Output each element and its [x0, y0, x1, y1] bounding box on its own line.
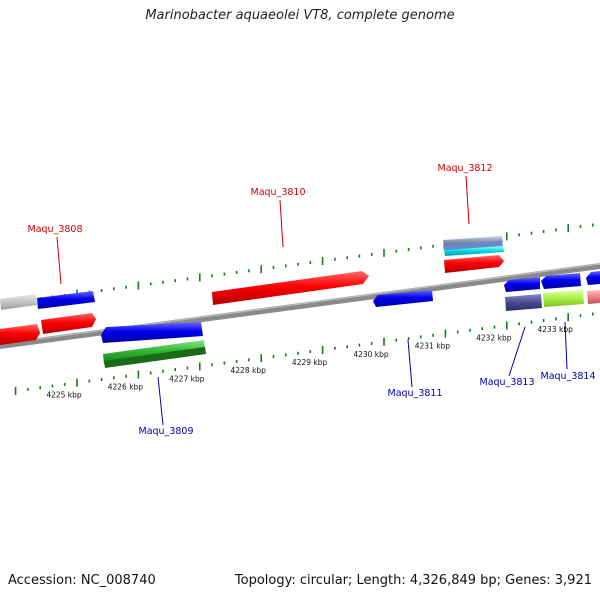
gene-arrow-maqu-3814-b[interactable] [543, 290, 584, 307]
gene-label-maqu-3812[interactable]: Maqu_3812 [438, 163, 493, 174]
gene-label-maqu-3808[interactable]: Maqu_3808 [28, 224, 83, 235]
gene-label-maqu-3814[interactable]: Maqu_3814 [541, 371, 596, 382]
gene-arrow-maqu-3809-a[interactable] [101, 322, 203, 343]
scale-label: 4225 kbp [46, 391, 82, 400]
scale-label: 4226 kbp [108, 383, 144, 392]
accession-text: Accession: NC_008740 [8, 573, 156, 588]
gene-label-maqu-3809[interactable]: Maqu_3809 [139, 426, 194, 437]
gene-arrow[interactable] [586, 271, 600, 285]
leader-line-maqu-3810 [279, 199, 284, 248]
scale-label: 4233 kbp [538, 325, 574, 334]
leader-line-maqu-3814 [564, 321, 568, 370]
gene-label-maqu-3813[interactable]: Maqu_3813 [480, 377, 535, 388]
gene-arrow-maqu-3809-c[interactable] [104, 347, 206, 368]
gene-arrow-maqu-3810[interactable] [212, 271, 369, 305]
gene-arrow[interactable] [0, 324, 40, 345]
scale-label: 4228 kbp [231, 366, 267, 375]
scale-label: 4229 kbp [292, 358, 328, 367]
gene-arrow[interactable] [443, 236, 503, 246]
gene-arrow[interactable] [443, 241, 503, 251]
lower-tick-track [14, 312, 594, 395]
gene-arrow-maqu-3811[interactable] [373, 290, 433, 307]
scale-label: 4230 kbp [353, 350, 389, 359]
leader-line-maqu-3813 [508, 326, 526, 377]
gene-arrow[interactable] [0, 294, 37, 310]
genome-summary-text: Topology: circular; Length: 4,326,849 bp… [234, 573, 592, 588]
scale-label: 4232 kbp [476, 333, 512, 342]
leader-line-maqu-3812 [465, 175, 470, 225]
gene-arrow-maqu-3808[interactable] [41, 313, 96, 334]
leader-line-maqu-3811 [407, 339, 413, 388]
genome-axis-highlight [0, 263, 600, 345]
gene-label-maqu-3810[interactable]: Maqu_3810 [251, 187, 306, 198]
gene-arrow-maqu-3814-a[interactable] [541, 273, 581, 289]
gene-arrow[interactable] [37, 291, 95, 309]
scale-label: 4231 kbp [415, 342, 451, 351]
gene-label-maqu-3811[interactable]: Maqu_3811 [388, 388, 443, 399]
scale-label: 4227 kbp [169, 374, 205, 383]
scale-labels: 4225 kbp 4226 kbp 4227 kbp 4228 kbp 4229 kbp… [46, 325, 573, 400]
gene-arrow[interactable] [444, 246, 504, 256]
upper-tick-track [14, 223, 594, 306]
leader-line-maqu-3808 [56, 236, 62, 285]
gene-arrow[interactable] [587, 290, 600, 304]
leader-line-maqu-3809 [157, 376, 164, 426]
gene-arrow-maqu-3812[interactable] [444, 255, 504, 273]
gene-arrow-maqu-3813-b[interactable] [505, 294, 542, 311]
gene-arrow-maqu-3813-a[interactable] [504, 277, 540, 292]
genome-title: Marinobacter aquaeolei VT8, complete gen… [145, 8, 455, 23]
